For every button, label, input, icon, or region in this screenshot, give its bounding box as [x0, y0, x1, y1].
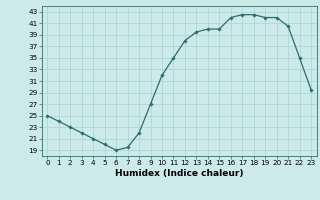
X-axis label: Humidex (Indice chaleur): Humidex (Indice chaleur): [115, 169, 244, 178]
